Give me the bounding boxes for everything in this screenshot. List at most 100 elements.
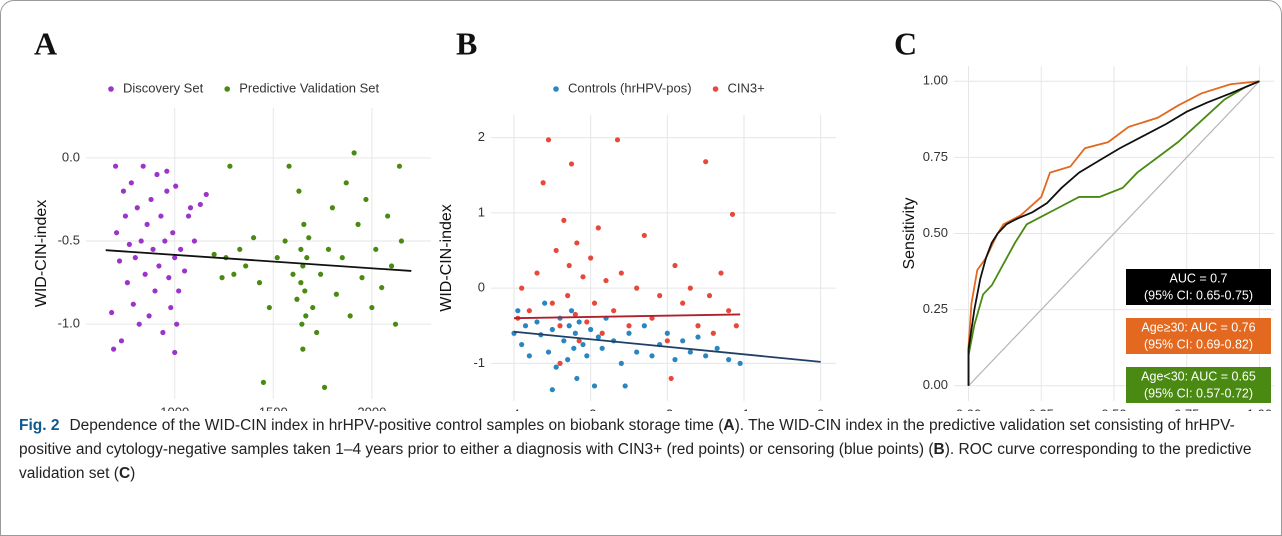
point bbox=[595, 225, 601, 231]
legend-label: Controls (hrHPV-pos) bbox=[568, 80, 692, 95]
x-tick-label: 2000 bbox=[357, 404, 386, 411]
point bbox=[576, 338, 582, 344]
point bbox=[599, 330, 605, 336]
point bbox=[314, 329, 320, 336]
point bbox=[256, 280, 263, 286]
y-tick-label: 0.25 bbox=[923, 301, 948, 316]
point bbox=[549, 326, 555, 333]
point bbox=[733, 323, 739, 329]
roc-curve bbox=[967, 80, 1260, 386]
caption: Fig. 2 Dependence of the WID-CIN index in… bbox=[19, 414, 1264, 486]
point bbox=[515, 308, 521, 314]
point bbox=[369, 304, 375, 311]
point bbox=[318, 271, 324, 277]
point bbox=[146, 313, 152, 319]
point bbox=[128, 180, 134, 186]
caption-text: C bbox=[118, 465, 131, 482]
y-axis-title: WID-CIN-index bbox=[33, 200, 50, 308]
roc-curve bbox=[967, 80, 1260, 386]
point bbox=[566, 262, 572, 269]
x-tick-label: -1 bbox=[738, 406, 750, 411]
point bbox=[290, 271, 296, 277]
roc-curve bbox=[967, 80, 1260, 386]
x-tick-label: -4 bbox=[508, 406, 520, 411]
trend-line bbox=[105, 249, 412, 272]
point bbox=[566, 323, 572, 329]
point bbox=[164, 168, 170, 174]
point bbox=[618, 360, 624, 366]
point bbox=[574, 375, 580, 382]
x-tick-label: 1000 bbox=[160, 404, 189, 411]
point bbox=[118, 338, 125, 344]
point bbox=[572, 311, 578, 318]
trend-line bbox=[513, 330, 821, 363]
point bbox=[545, 137, 552, 143]
y-tick-label: -1 bbox=[473, 355, 485, 370]
point bbox=[260, 379, 267, 385]
point bbox=[526, 353, 532, 359]
point bbox=[112, 163, 119, 169]
point bbox=[588, 326, 594, 333]
point bbox=[325, 246, 332, 252]
point bbox=[519, 285, 525, 291]
point bbox=[176, 288, 182, 294]
point bbox=[321, 384, 328, 390]
point bbox=[385, 213, 391, 219]
point bbox=[197, 201, 203, 208]
point bbox=[203, 191, 209, 198]
point bbox=[266, 304, 272, 311]
point bbox=[351, 150, 357, 156]
point bbox=[572, 330, 578, 336]
point bbox=[618, 270, 624, 276]
x-tick-label: 1.00 bbox=[1247, 406, 1272, 411]
point bbox=[172, 349, 178, 356]
point bbox=[634, 285, 640, 291]
x-tick-label: 0 bbox=[817, 406, 824, 411]
point bbox=[166, 275, 172, 281]
point bbox=[138, 238, 144, 244]
point bbox=[300, 263, 306, 269]
point bbox=[580, 274, 586, 280]
point bbox=[172, 255, 178, 261]
y-tick-label: 1 bbox=[478, 204, 485, 219]
point bbox=[726, 308, 732, 314]
point bbox=[250, 235, 257, 241]
x-tick-label: -2 bbox=[662, 406, 674, 411]
point bbox=[718, 270, 724, 276]
point bbox=[695, 334, 701, 340]
point bbox=[534, 319, 540, 325]
point bbox=[191, 238, 198, 244]
point bbox=[185, 213, 192, 219]
point bbox=[126, 241, 132, 247]
point bbox=[274, 255, 280, 261]
point bbox=[571, 345, 577, 351]
point bbox=[178, 246, 184, 252]
point bbox=[729, 211, 736, 217]
point bbox=[703, 353, 709, 359]
point bbox=[680, 338, 686, 344]
caption-text: ) bbox=[130, 465, 136, 482]
point bbox=[363, 196, 369, 203]
point bbox=[561, 338, 567, 344]
annotation-text: AUC = 0.7 bbox=[1169, 271, 1227, 285]
point bbox=[580, 341, 586, 348]
point bbox=[170, 230, 176, 236]
point bbox=[568, 161, 575, 167]
point bbox=[294, 296, 300, 302]
point bbox=[626, 323, 632, 329]
point bbox=[140, 163, 146, 169]
y-tick-label: 0.75 bbox=[923, 149, 948, 164]
point bbox=[687, 285, 693, 291]
point bbox=[657, 293, 663, 299]
x-tick-label: 0.00 bbox=[956, 406, 981, 411]
point bbox=[565, 293, 571, 299]
x-tick-label: 0.25 bbox=[1029, 406, 1054, 411]
point bbox=[173, 183, 179, 189]
point bbox=[703, 159, 709, 165]
point bbox=[641, 232, 647, 239]
caption-text: ). The WID-CIN index in the predictive v… bbox=[19, 417, 1235, 458]
point bbox=[174, 321, 180, 327]
point bbox=[542, 300, 548, 306]
reference-line bbox=[968, 80, 1260, 387]
point bbox=[160, 329, 166, 336]
